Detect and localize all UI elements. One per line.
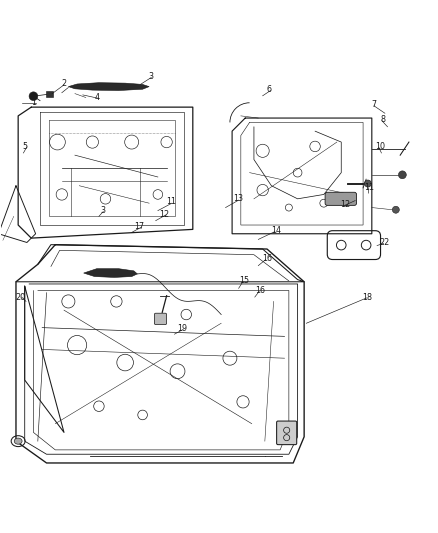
Text: 6: 6 [267,85,272,94]
Text: 22: 22 [380,238,390,247]
Text: 3: 3 [101,206,106,215]
Polygon shape [68,83,149,91]
Polygon shape [46,91,53,97]
Text: 18: 18 [363,293,372,302]
Text: 1: 1 [31,98,36,107]
Text: 8: 8 [380,115,385,124]
FancyBboxPatch shape [325,192,357,205]
Circle shape [392,206,399,213]
Circle shape [29,92,38,101]
Circle shape [364,180,371,187]
Text: 16: 16 [255,286,265,295]
Text: 16: 16 [262,254,272,263]
Text: 3: 3 [149,72,154,81]
Text: 11: 11 [364,182,374,191]
Text: 10: 10 [375,142,385,151]
Text: 7: 7 [371,100,377,109]
Text: 12: 12 [159,209,170,219]
Text: 12: 12 [341,200,351,209]
Text: 2: 2 [61,79,67,88]
FancyBboxPatch shape [277,421,297,445]
Text: 17: 17 [134,222,145,231]
Text: 20: 20 [15,293,25,302]
Text: 15: 15 [239,276,249,285]
Text: 14: 14 [271,226,281,235]
Ellipse shape [14,438,22,444]
Text: 4: 4 [94,93,99,102]
FancyBboxPatch shape [154,313,166,325]
Text: 5: 5 [22,142,27,151]
Circle shape [399,171,406,179]
Text: 13: 13 [233,195,244,203]
Text: 19: 19 [177,324,187,333]
Polygon shape [84,269,138,277]
Text: 11: 11 [166,197,176,206]
